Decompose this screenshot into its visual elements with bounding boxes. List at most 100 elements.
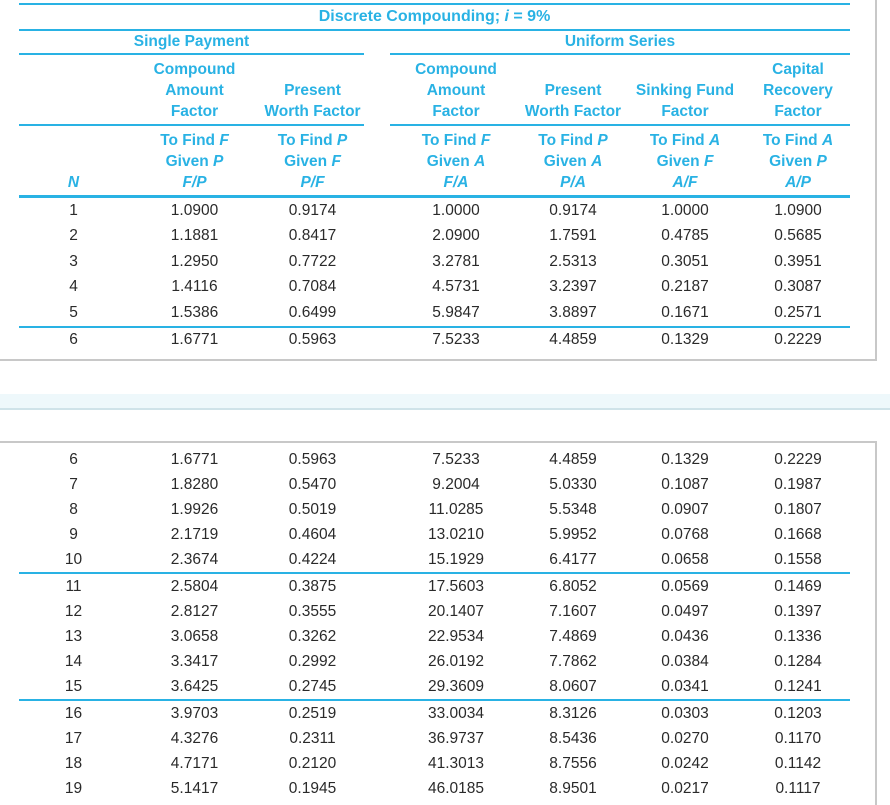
cell-pa: 8.7556 bbox=[549, 754, 597, 772]
cell-fa: 26.0192 bbox=[427, 652, 485, 670]
group-gap bbox=[364, 124, 390, 126]
cell-pa: 8.0607 bbox=[549, 677, 597, 695]
column-symbol: N bbox=[67, 174, 80, 191]
factor-name-line: Compound bbox=[153, 61, 236, 78]
cell-pf: 0.5019 bbox=[288, 500, 337, 518]
cell-n: 6 bbox=[69, 331, 78, 349]
factor-name-line: Worth Factor bbox=[524, 103, 622, 120]
uniform-series-underline bbox=[390, 124, 850, 126]
cell-pa: 1.7591 bbox=[549, 227, 597, 245]
cell-ap: 0.5685 bbox=[774, 227, 822, 245]
tofind-variable: F bbox=[219, 132, 229, 149]
cell-ap: 0.1558 bbox=[774, 550, 822, 568]
tofind-line: To Find P bbox=[277, 132, 348, 149]
cell-fp: 4.3276 bbox=[170, 729, 219, 747]
factor-name-af: Sinking Fund Factor bbox=[624, 80, 746, 122]
cell-pf: 0.7084 bbox=[288, 278, 337, 296]
cell-pf: 0.3555 bbox=[288, 602, 337, 620]
cell-n: 5 bbox=[69, 303, 78, 321]
cell-n: 6 bbox=[69, 450, 78, 468]
column-symbol: A/F bbox=[672, 174, 698, 191]
row-separator-rule bbox=[19, 325, 850, 328]
cell-af: 0.1087 bbox=[624, 357, 746, 359]
cell-ap: 0.1142 bbox=[774, 754, 822, 772]
cell-af: 0.1671 bbox=[661, 303, 709, 321]
cell-n: 9 bbox=[69, 525, 78, 543]
tofind-line: Given P bbox=[165, 153, 224, 170]
cell-n: 7 bbox=[19, 357, 128, 359]
cell-ap: 0.3087 bbox=[774, 278, 822, 296]
cell-fp: 3.6425 bbox=[170, 677, 219, 695]
cell-af: 0.0907 bbox=[661, 500, 709, 518]
cell-n: 12 bbox=[64, 602, 83, 620]
cell-fp: 1.2950 bbox=[170, 252, 219, 270]
title-pre: Discrete Compounding; bbox=[318, 8, 505, 25]
factor-name-line: Compound bbox=[415, 61, 497, 78]
cell-fa: 15.1929 bbox=[427, 550, 485, 568]
cell-af: 0.0303 bbox=[661, 704, 709, 722]
cell-fp: 5.1417 bbox=[170, 779, 219, 797]
tofind-variable: A bbox=[474, 153, 486, 170]
table-row-n-17: 17 4.3276 0.2311 36.9737 8.5436 0.0270 0.1170 bbox=[19, 726, 850, 751]
cell-fp: 1.1881 bbox=[170, 227, 219, 245]
tofind-variable: P bbox=[597, 132, 608, 149]
factor-name-line: Amount bbox=[426, 82, 486, 99]
cell-pa: 4.4859 bbox=[549, 331, 597, 349]
cell-fa: 46.0185 bbox=[427, 779, 485, 797]
cell-n: 2 bbox=[69, 227, 78, 245]
cell-n: 3 bbox=[69, 252, 78, 270]
table-row-n-8: 8 1.9926 0.5019 11.0285 5.5348 0.0907 0.1807 bbox=[19, 497, 850, 522]
cell-pf: 0.3875 bbox=[288, 577, 337, 595]
cell-fa: 11.0285 bbox=[428, 500, 484, 518]
cell-fp: 1.6771 bbox=[170, 450, 219, 468]
tofind-header-row: N To Find F Given P F/P To Find P Given F P/F T… bbox=[19, 130, 850, 193]
tofind-variable: P bbox=[816, 153, 827, 170]
cell-af: 0.1329 bbox=[661, 450, 709, 468]
cell-pa: 5.0330 bbox=[522, 357, 624, 359]
cell-pa: 6.4177 bbox=[549, 550, 597, 568]
cell-fa: 7.5233 bbox=[432, 450, 480, 468]
cell-fa: 17.5603 bbox=[427, 577, 485, 595]
cell-ap: 1.0900 bbox=[774, 201, 822, 219]
cell-fa: 1.0000 bbox=[432, 201, 480, 219]
group-single-payment: Single Payment bbox=[19, 31, 364, 55]
factor-name-line: Sinking Fund bbox=[635, 82, 735, 99]
bottom-rows: 6 1.6771 0.5963 7.5233 4.4859 0.1329 0.2229 7 1.… bbox=[19, 443, 850, 805]
cell-fa: 4.5731 bbox=[432, 278, 480, 296]
factor-name-line: Factor bbox=[774, 103, 822, 120]
factor-name-line: Recovery bbox=[763, 82, 833, 99]
cell-pf: 0.9174 bbox=[288, 201, 337, 219]
factor-header-row: Compound Amount Factor Present Worth Factor C… bbox=[19, 59, 850, 122]
tofind-variable: F bbox=[480, 132, 491, 149]
factor-name-ap: Capital Recovery Factor bbox=[746, 59, 850, 122]
page-divider-strip bbox=[0, 394, 890, 410]
factor-name-fp: Compound Amount Factor bbox=[128, 59, 261, 122]
cell-pa: 2.5313 bbox=[549, 252, 597, 270]
cell-pf: 0.6499 bbox=[288, 303, 337, 321]
factor-name-fa: Compound Amount Factor bbox=[390, 59, 522, 122]
tofind-variable: A bbox=[591, 153, 603, 170]
cell-fp: 3.0658 bbox=[170, 627, 219, 645]
column-symbol: A/P bbox=[785, 174, 811, 191]
cell-fa: 41.3013 bbox=[427, 754, 485, 772]
cell-fp: 1.4116 bbox=[171, 278, 218, 296]
cell-pa: 8.5436 bbox=[549, 729, 597, 747]
cell-ap: 0.1668 bbox=[774, 525, 822, 543]
table-row-n-14: 14 3.3417 0.2992 26.0192 7.7862 0.0384 0.1284 bbox=[19, 649, 850, 674]
cell-af: 0.1087 bbox=[661, 475, 709, 493]
cell-fp: 1.8280 bbox=[170, 475, 219, 493]
cell-n: 19 bbox=[64, 779, 83, 797]
factor-name-pf: Present Worth Factor bbox=[261, 80, 364, 122]
column-symbol-fa: F/A bbox=[390, 172, 522, 193]
cell-ap: 0.1397 bbox=[774, 602, 822, 620]
cell-fp: 3.9703 bbox=[170, 704, 219, 722]
cell-fp: 2.8127 bbox=[170, 602, 219, 620]
cell-n: 11 bbox=[65, 577, 82, 595]
tofind-variable: P bbox=[336, 132, 348, 149]
cell-pf: 0.2519 bbox=[288, 704, 337, 722]
cell-pa: 0.9174 bbox=[549, 201, 597, 219]
column-symbol-pa: P/A bbox=[522, 172, 624, 193]
cell-fa: 3.2781 bbox=[432, 252, 480, 270]
factor-underline-row bbox=[19, 124, 850, 126]
